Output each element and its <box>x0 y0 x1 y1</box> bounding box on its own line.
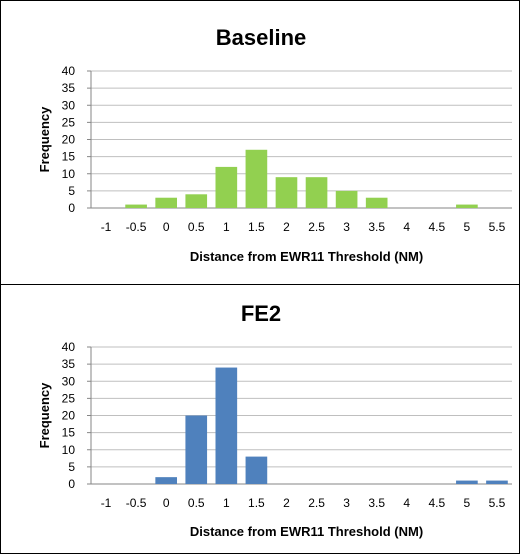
x-tick-label: 3.5 <box>368 496 385 510</box>
x-tick-label: 2.5 <box>308 496 325 510</box>
x-tick-label: -0.5 <box>126 496 147 510</box>
bar <box>335 190 358 208</box>
y-axis-title: Frequency <box>37 106 52 173</box>
x-tick-label: 1.5 <box>248 220 265 234</box>
bar <box>275 177 298 208</box>
x-axis-title: Distance from EWR11 Threshold (NM) <box>190 249 423 264</box>
x-tick-label: 1 <box>223 496 230 510</box>
bar <box>456 480 478 484</box>
bar <box>215 166 238 208</box>
bar <box>185 415 208 484</box>
bar <box>155 477 178 484</box>
x-tick-label: 4 <box>403 496 410 510</box>
y-tick-label: 40 <box>62 64 76 78</box>
y-tick-label: 5 <box>68 184 75 198</box>
y-tick-label: 25 <box>62 391 76 405</box>
x-tick-label: 3 <box>343 496 350 510</box>
x-tick-label: 1.5 <box>248 496 265 510</box>
x-tick-label: 3 <box>343 220 350 234</box>
x-tick-label: 4.5 <box>428 220 445 234</box>
bar <box>245 456 268 484</box>
x-tick-label: 4 <box>403 220 410 234</box>
bar <box>365 197 388 208</box>
bar <box>155 197 178 208</box>
x-tick-label: 0.5 <box>188 496 205 510</box>
y-tick-label: 30 <box>62 98 76 112</box>
y-tick-label: 35 <box>62 81 76 95</box>
x-tick-label: 5.5 <box>489 496 506 510</box>
x-tick-label: 1 <box>223 220 230 234</box>
y-tick-label: 0 <box>68 477 75 491</box>
bar <box>125 204 147 208</box>
fe2-chart-title: FE2 <box>241 301 281 326</box>
x-tick-label: 2 <box>283 220 290 234</box>
y-tick-label: 5 <box>68 460 75 474</box>
y-tick-label: 10 <box>62 443 76 457</box>
bar <box>456 204 478 208</box>
x-tick-label: 3.5 <box>368 220 385 234</box>
x-tick-label: 5.5 <box>489 220 506 234</box>
x-tick-label: -1 <box>101 496 112 510</box>
bar <box>185 194 208 208</box>
bar <box>215 367 238 484</box>
y-tick-label: 30 <box>62 374 76 388</box>
x-tick-label: 5 <box>464 496 471 510</box>
y-tick-label: 10 <box>62 167 76 181</box>
y-tick-label: 15 <box>62 426 76 440</box>
y-tick-label: 40 <box>62 340 76 354</box>
x-tick-label: 0.5 <box>188 220 205 234</box>
bar <box>305 177 328 208</box>
fe2-chart-panel: FE2 0 5 10 15 20 25 30 35 40 -1 -0.5 0 0.5 1 1.5 2 2.5 3 3.… <box>0 284 520 554</box>
y-axis-title: Frequency <box>37 382 52 449</box>
x-tick-label: 4.5 <box>428 496 445 510</box>
x-tick-label: 0 <box>163 220 170 234</box>
x-tick-label: 2.5 <box>308 220 325 234</box>
y-tick-label: 20 <box>62 409 76 423</box>
y-tick-label: 15 <box>62 150 76 164</box>
baseline-chart-panel: Baseline 0 5 10 15 20 25 30 35 40 -1 -0.5 0 0.5 1 1.5 2 2… <box>0 0 520 285</box>
y-tick-label: 20 <box>62 133 76 147</box>
x-tick-label: -0.5 <box>126 220 147 234</box>
x-tick-label: 5 <box>464 220 471 234</box>
x-tick-label: 2 <box>283 496 290 510</box>
y-tick-label: 0 <box>68 201 75 215</box>
bar <box>486 480 508 484</box>
bar <box>245 149 268 208</box>
baseline-chart-title: Baseline <box>216 25 307 50</box>
x-tick-label: 0 <box>163 496 170 510</box>
x-tick-label: -1 <box>101 220 112 234</box>
x-axis-title: Distance from EWR11 Threshold (NM) <box>190 524 423 539</box>
y-tick-label: 35 <box>62 357 76 371</box>
y-tick-label: 25 <box>62 115 76 129</box>
fe2-chart: FE2 0 5 10 15 20 25 30 35 40 -1 -0.5 0 0.5 1 1.5 2 2.5 3 3.… <box>37 301 512 539</box>
